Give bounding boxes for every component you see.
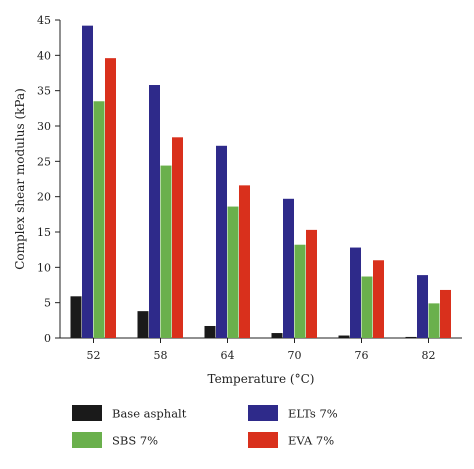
legend: Base asphalt ELTs 7% SBS 7% EVA 7%	[72, 405, 338, 448]
legend-swatch	[72, 405, 102, 421]
y-tick-label: 25	[37, 155, 51, 168]
bar	[350, 247, 361, 338]
legend-label: EVA 7%	[288, 434, 334, 448]
y-tick-label: 45	[37, 14, 51, 27]
bar	[160, 165, 172, 338]
bar	[105, 58, 116, 338]
bar	[216, 145, 227, 338]
y-tick-label: 0	[44, 332, 51, 345]
plot-area: 0 5 10 15 20 25 30 35 40 45 52 58 64 70 76 82	[37, 14, 462, 362]
bar	[338, 335, 350, 338]
x-tick-label: 82	[422, 349, 436, 362]
bar	[93, 101, 105, 339]
x-tick-label: 58	[154, 349, 168, 362]
x-tick-label: 76	[355, 349, 369, 362]
legend-label: Base asphalt	[112, 407, 187, 421]
bar	[149, 85, 160, 338]
bar	[227, 206, 239, 338]
y-tick-label: 10	[37, 261, 51, 274]
bar	[137, 311, 149, 338]
y-tick-label: 40	[37, 49, 51, 62]
legend-label: SBS 7%	[112, 434, 158, 448]
y-tick-label: 15	[37, 226, 51, 239]
bar	[70, 296, 82, 338]
y-axis-title: Complex shear modulus (kPa)	[13, 88, 27, 270]
bar	[172, 137, 183, 338]
bar	[417, 275, 428, 338]
bar	[361, 276, 373, 338]
bar	[239, 185, 250, 338]
x-tick-label: 52	[87, 349, 101, 362]
legend-swatch	[248, 405, 278, 421]
bar	[405, 336, 417, 338]
bar	[428, 303, 440, 338]
x-tick-label: 70	[288, 349, 302, 362]
y-tick-label: 5	[44, 297, 51, 310]
legend-label: ELTs 7%	[288, 407, 338, 421]
bar	[204, 325, 216, 338]
bar	[440, 289, 451, 338]
bar	[271, 333, 283, 338]
bar	[283, 198, 294, 338]
x-axis-title: Temperature (°C)	[208, 372, 315, 386]
x-tick-label: 64	[221, 349, 235, 362]
bar	[373, 260, 384, 338]
y-tick-label: 30	[37, 120, 51, 133]
y-tick-label: 35	[37, 85, 51, 98]
y-tick-label: 20	[37, 191, 51, 204]
bar	[82, 25, 93, 339]
legend-swatch	[248, 432, 278, 448]
bar	[294, 244, 306, 338]
legend-swatch	[72, 432, 102, 448]
bar	[306, 229, 317, 338]
